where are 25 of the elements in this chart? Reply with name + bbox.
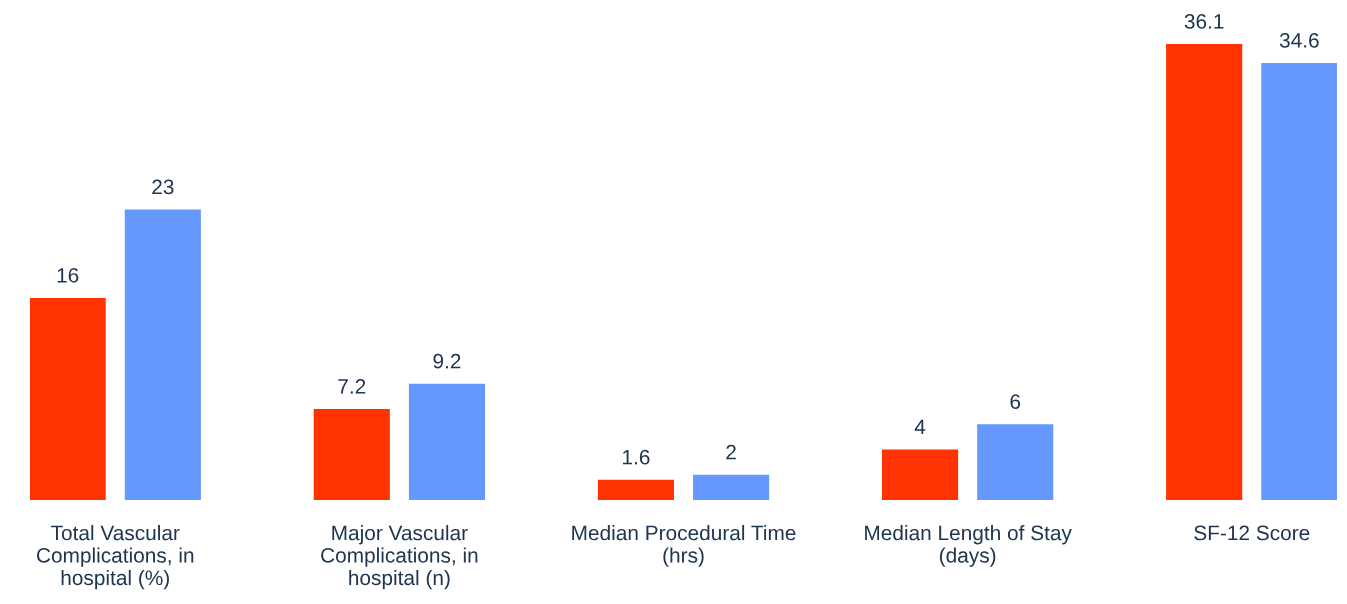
data-label: 1.6 xyxy=(623,449,650,465)
x-tick-label: SF-12 Score xyxy=(1194,525,1310,541)
data-label: 36.1 xyxy=(1184,14,1224,29)
x-tick-label: Median Procedural Time (hrs) xyxy=(572,525,796,567)
bar xyxy=(1166,44,1243,500)
data-label: 34.6 xyxy=(1279,32,1319,48)
bar xyxy=(1261,62,1337,500)
bar xyxy=(313,409,390,500)
x-tick-label: Median Length of Stay (days) xyxy=(865,525,1072,567)
bar xyxy=(124,209,201,500)
bar xyxy=(977,424,1054,500)
x-tick-label: Total Vascular Complications, in hospital (%) xyxy=(36,525,194,590)
bar xyxy=(881,449,959,500)
data-label: 9.2 xyxy=(433,353,461,369)
bar xyxy=(408,383,486,500)
data-label: 16 xyxy=(57,267,79,283)
bar xyxy=(30,297,106,500)
data-label: 2 xyxy=(726,444,736,460)
bar xyxy=(597,479,674,500)
data-label: 4 xyxy=(914,419,926,435)
x-tick-label: Major Vascular Complications, in hospital (n) xyxy=(321,525,478,590)
data-label: 6 xyxy=(1010,394,1021,409)
bar xyxy=(693,474,770,500)
data-label: 7.2 xyxy=(338,379,366,394)
data-label: 23 xyxy=(152,179,174,195)
